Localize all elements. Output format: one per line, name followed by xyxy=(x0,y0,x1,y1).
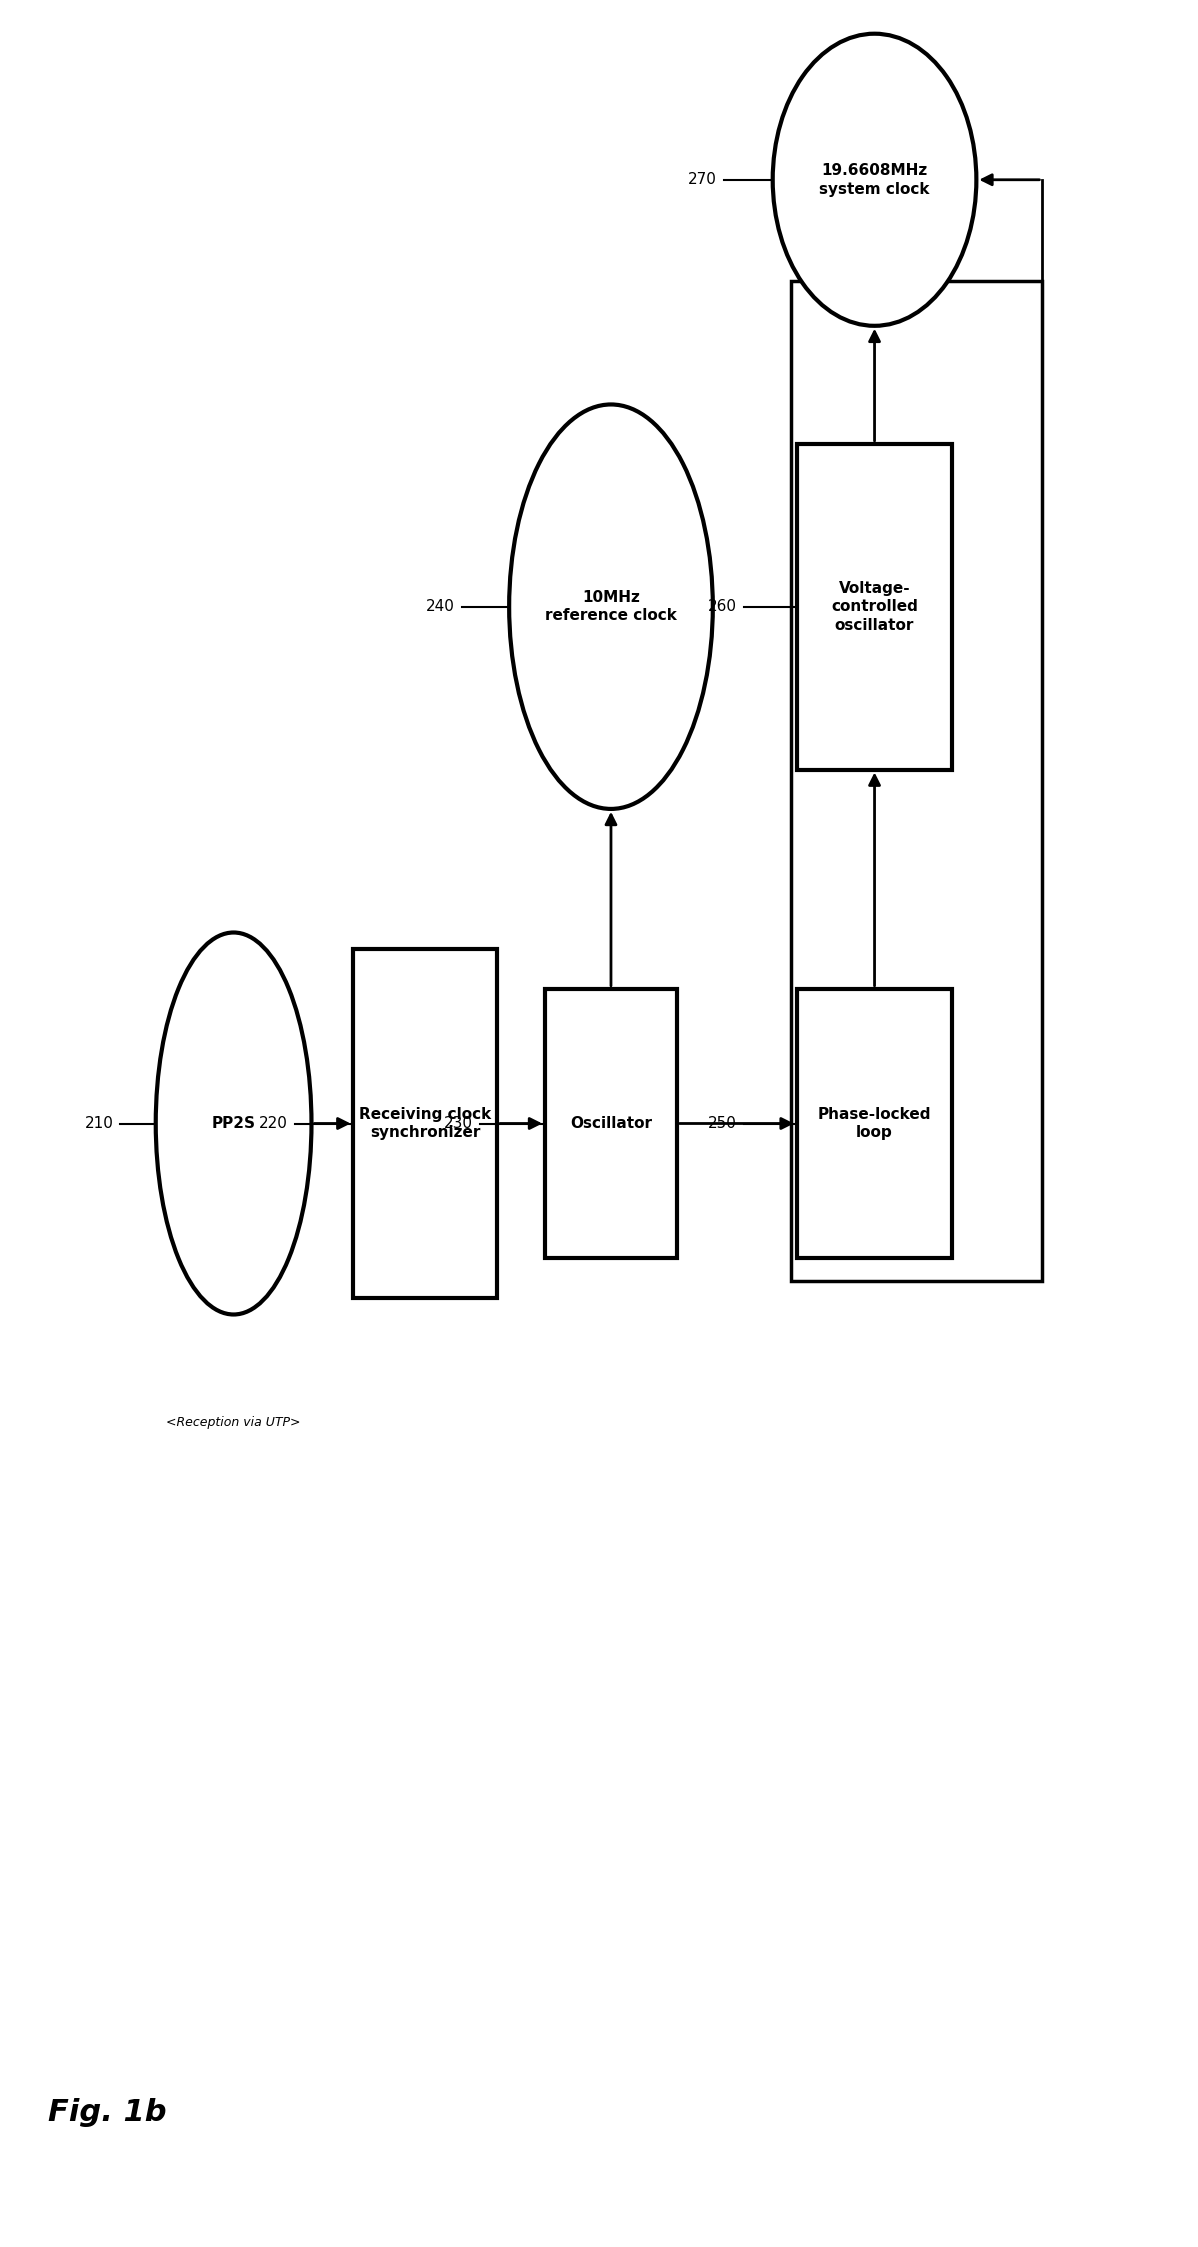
Ellipse shape xyxy=(156,933,311,1314)
Bar xyxy=(797,989,952,1258)
Text: Receiving clock
synchronizer: Receiving clock synchronizer xyxy=(359,1108,491,1139)
Bar xyxy=(353,950,497,1299)
Text: 240: 240 xyxy=(426,600,455,613)
Bar xyxy=(797,445,952,768)
Text: Phase-locked
loop: Phase-locked loop xyxy=(818,1108,931,1139)
Text: PP2S: PP2S xyxy=(212,1117,255,1130)
Bar xyxy=(545,989,677,1258)
Text: 19.6608MHz
system clock: 19.6608MHz system clock xyxy=(819,164,930,195)
Text: 230: 230 xyxy=(444,1117,473,1130)
Text: 250: 250 xyxy=(708,1117,737,1130)
Ellipse shape xyxy=(509,404,713,809)
Text: 270: 270 xyxy=(688,173,716,187)
Text: <Reception via UTP>: <Reception via UTP> xyxy=(167,1416,301,1429)
Text: Oscillator: Oscillator xyxy=(570,1117,652,1130)
Bar xyxy=(791,281,1042,1281)
Text: Voltage-
controlled
oscillator: Voltage- controlled oscillator xyxy=(831,580,918,634)
Ellipse shape xyxy=(773,34,976,326)
Text: Fig. 1b: Fig. 1b xyxy=(48,2099,167,2126)
Text: 10MHz
reference clock: 10MHz reference clock xyxy=(545,591,677,622)
Text: 210: 210 xyxy=(85,1117,114,1130)
Text: 220: 220 xyxy=(259,1117,288,1130)
Text: 260: 260 xyxy=(708,600,737,613)
